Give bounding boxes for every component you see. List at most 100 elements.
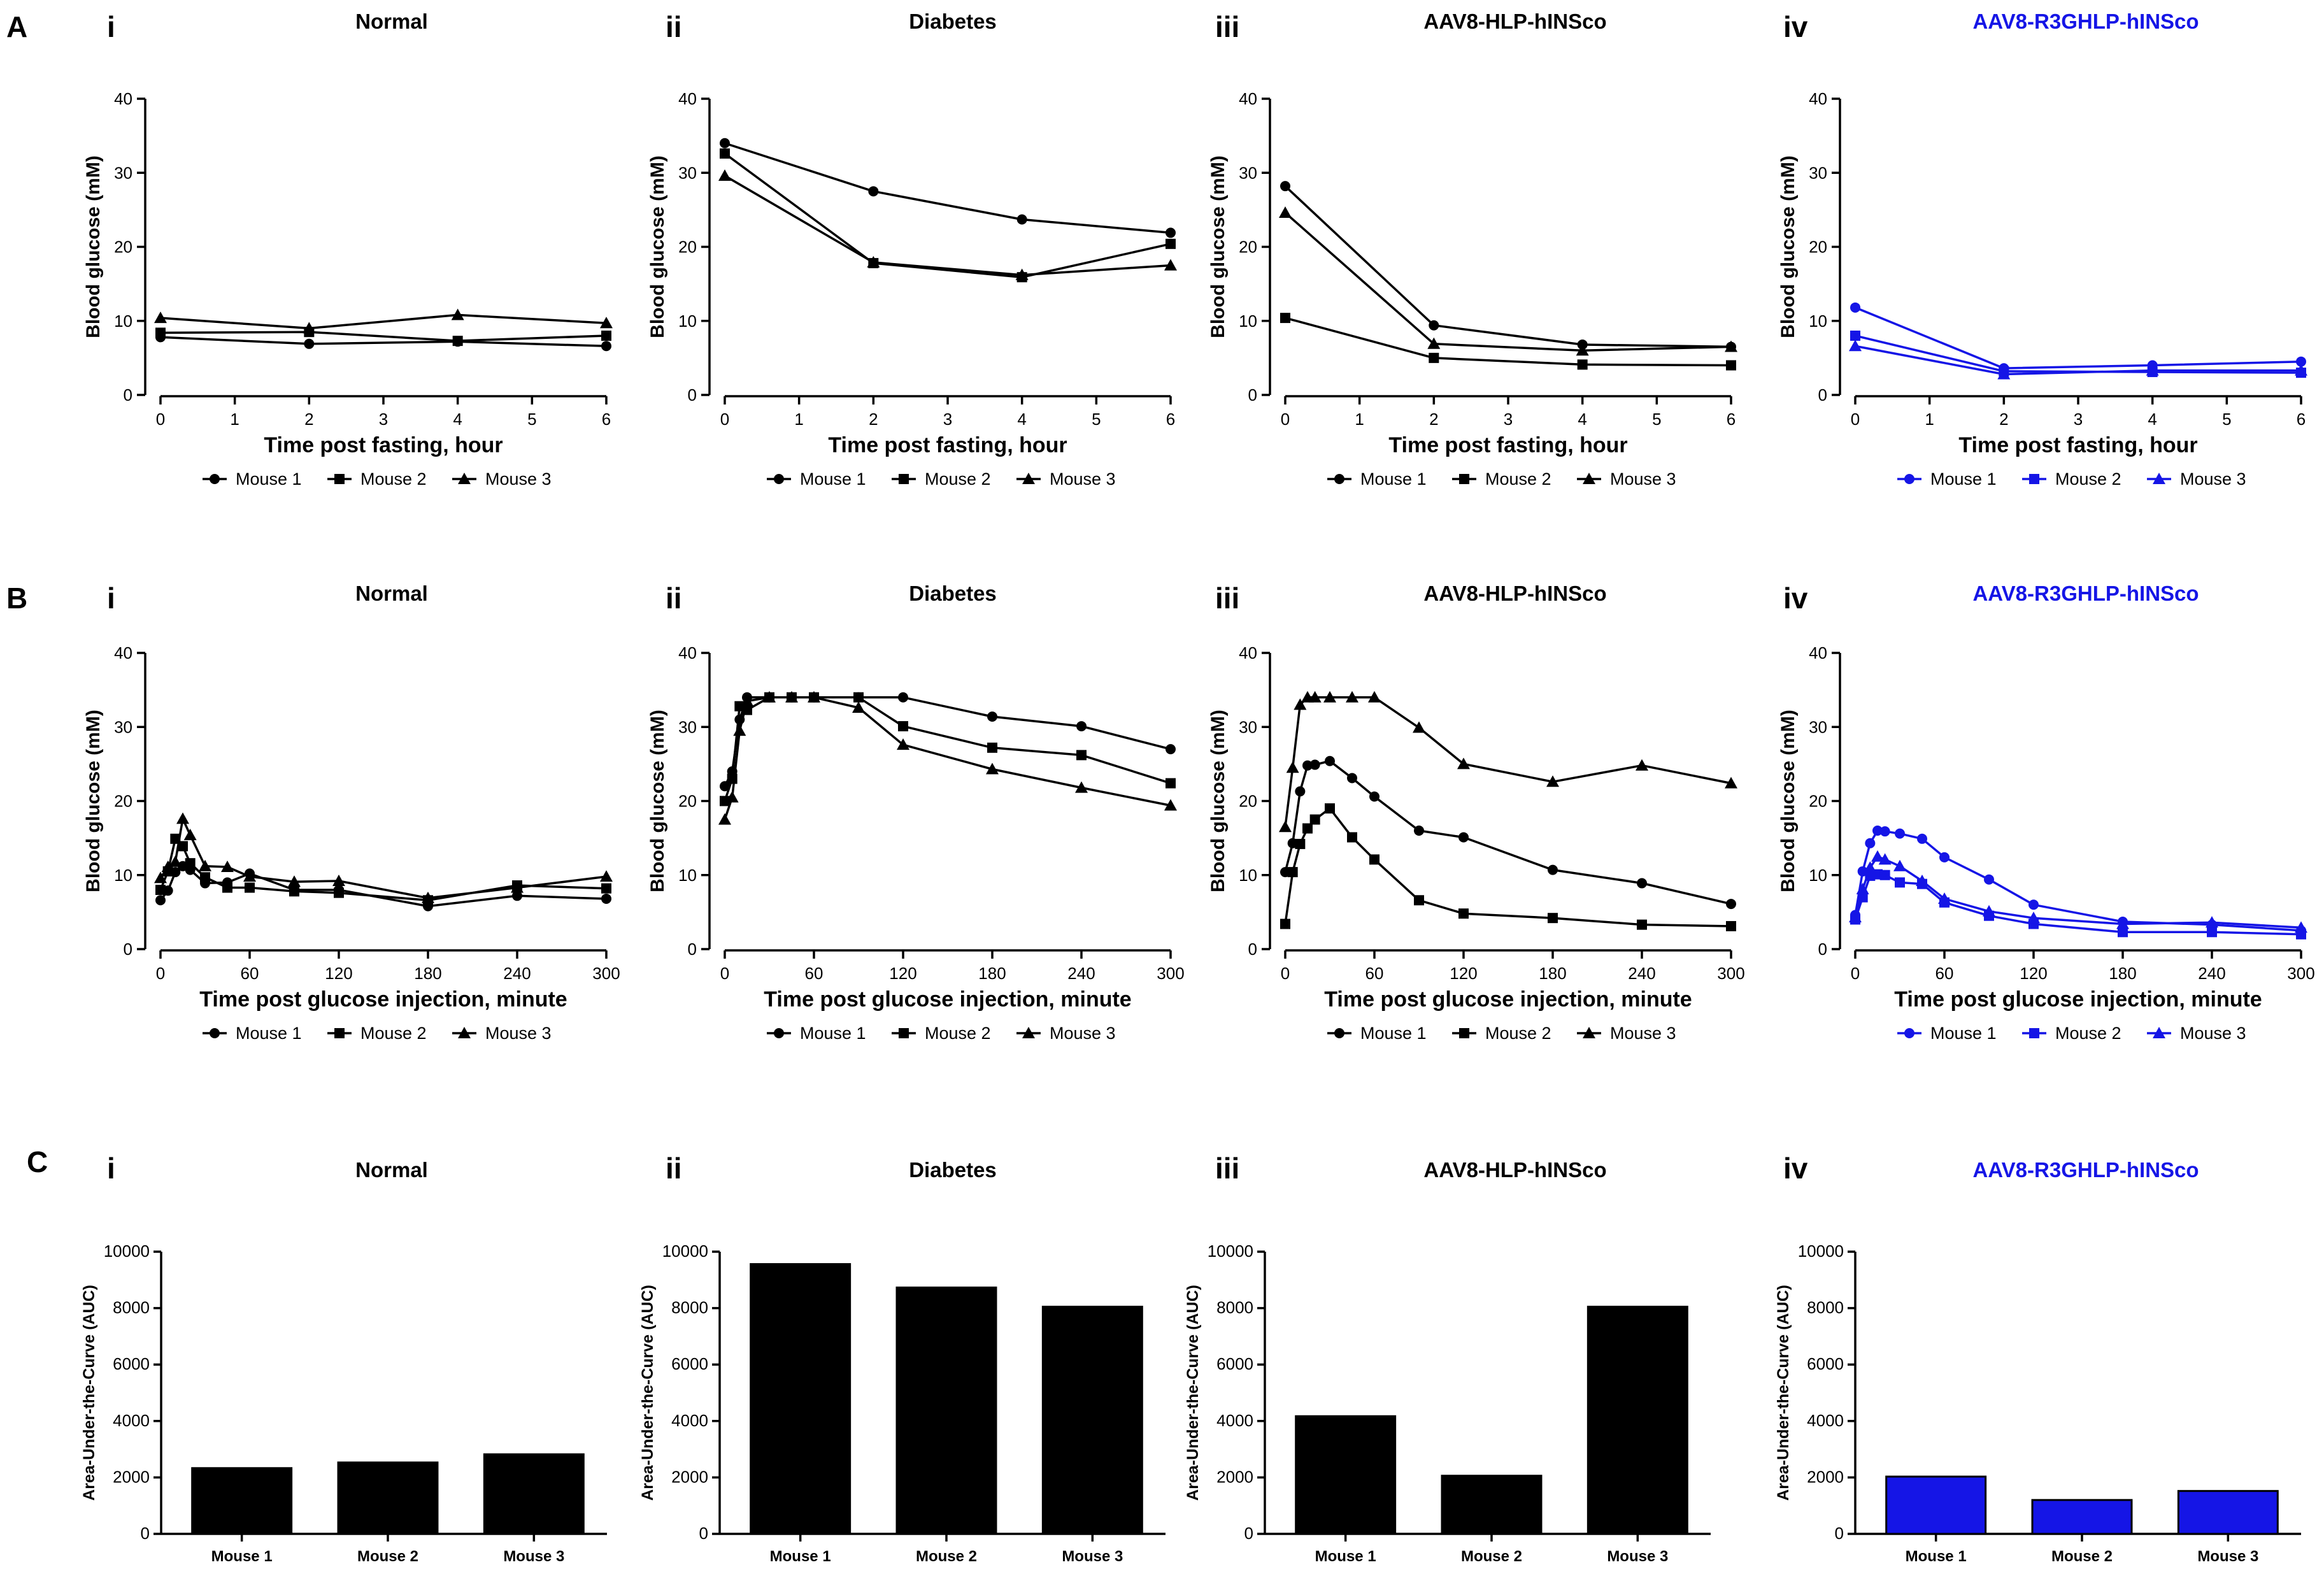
x-tick-label: 0 <box>156 410 165 429</box>
series-1 <box>720 138 1176 238</box>
y-axis-label: Area-Under-the-Curve (AUC) <box>639 1285 657 1501</box>
data-point <box>1637 878 1647 889</box>
y-tick-label: 10000 <box>104 1241 150 1261</box>
legend-label: Mouse 3 <box>1610 469 1676 489</box>
x-axis-label: Time post fasting, hour <box>264 433 503 457</box>
y-tick-label: 20 <box>1809 238 1827 257</box>
y-tick-label: 10 <box>1809 311 1827 331</box>
data-point <box>808 690 820 703</box>
row-label-b: B <box>6 582 27 615</box>
panel-title: AAV8-HLP-hINSco <box>1423 582 1606 605</box>
y-tick-label: 6000 <box>671 1354 708 1373</box>
y-tick-label: 0 <box>688 940 697 959</box>
data-point <box>987 711 997 722</box>
data-point <box>1457 757 1470 769</box>
y-tick-label: 2000 <box>1807 1467 1844 1486</box>
x-tick-label: 2 <box>304 410 313 429</box>
x-tick-label: 180 <box>978 964 1006 983</box>
y-axis-label: Blood glucose (mM) <box>1778 155 1799 338</box>
series-1 <box>1280 181 1736 352</box>
data-point <box>1637 919 1647 930</box>
legend-item-3: Mouse 3 <box>1016 1024 1116 1043</box>
legend-marker <box>899 1028 909 1038</box>
x-tick-label: 4 <box>2148 410 2156 429</box>
y-tick-label: 40 <box>678 643 697 662</box>
y-tick-label: 8000 <box>671 1298 708 1317</box>
data-point <box>2146 364 2159 376</box>
x-tick-label: 6 <box>2297 410 2306 429</box>
series-line <box>724 696 1171 820</box>
panel-title: Normal <box>355 582 428 605</box>
data-point <box>1850 331 1860 341</box>
panel-title: AAV8-R3GHLP-hINSco <box>1972 1158 2199 1182</box>
legend-marker <box>2029 1028 2039 1038</box>
panel-c-iii: iii AAV8-HLP-hINSco 0 2000 4000 6000 8000 10000… <box>1184 1152 1711 1565</box>
legend-marker <box>1334 1028 1344 1038</box>
data-point <box>785 690 798 703</box>
data-point <box>2296 356 2306 367</box>
panel-label: iii <box>1215 1152 1239 1185</box>
panel-b-iii: iii AAV8-HLP-hINSco 0 10 20 30 40 Blood glucose… <box>1208 582 1745 1043</box>
data-point <box>2206 916 2218 928</box>
data-point <box>898 721 908 732</box>
legend-item-1: Mouse 1 <box>1897 1024 1997 1043</box>
legend-item-2: Mouse 2 <box>1452 1024 1551 1043</box>
x-axis-label: Time post fasting, hour <box>828 433 1067 457</box>
y-tick-label: 6000 <box>113 1354 150 1373</box>
y-tick-label: 10 <box>1239 311 1257 331</box>
legend-item-1: Mouse 1 <box>1327 1024 1427 1043</box>
bar <box>337 1461 439 1535</box>
data-point <box>2295 921 2307 933</box>
y-tick-label: 40 <box>678 89 697 108</box>
legend-label: Mouse 3 <box>1050 469 1116 489</box>
legend-label: Mouse 1 <box>236 469 302 489</box>
x-tick-label: 6 <box>1727 410 1736 429</box>
data-point <box>1287 867 1298 878</box>
legend-marker <box>774 474 784 484</box>
data-point <box>422 891 434 903</box>
data-point <box>2027 912 2040 924</box>
data-point <box>897 738 909 750</box>
legend-item-3: Mouse 3 <box>1577 469 1676 489</box>
data-point <box>176 812 189 824</box>
bar <box>2031 1499 2133 1535</box>
data-point <box>1872 826 1883 836</box>
legend-label: Mouse 3 <box>1050 1024 1116 1043</box>
data-point <box>1286 761 1299 773</box>
y-tick-label: 10 <box>678 311 697 331</box>
y-axis-label: Blood glucose (mM) <box>1778 710 1799 892</box>
legend-item-3: Mouse 3 <box>1016 469 1116 489</box>
data-point <box>718 813 731 825</box>
x-tick-label: 4 <box>453 410 462 429</box>
panel-a-i: i Normal 0 10 20 30 40 Blood glucose (mM) 0 1 2 3 4 5… <box>83 10 613 489</box>
legend-item-2: Mouse 2 <box>892 469 991 489</box>
x-tick-label: 4 <box>1017 410 1026 429</box>
y-tick-label: 30 <box>1239 717 1257 736</box>
series-2 <box>720 692 1176 806</box>
data-point <box>154 871 167 884</box>
x-tick-label: 2 <box>1999 410 2008 429</box>
data-point <box>1295 838 1306 849</box>
data-point <box>512 891 522 901</box>
legend-item-2: Mouse 2 <box>327 469 427 489</box>
x-tick-label: 300 <box>592 964 620 983</box>
y-tick-label: 10 <box>1809 866 1827 885</box>
y-tick-label: 30 <box>1809 717 1827 736</box>
data-point <box>763 690 776 703</box>
data-point <box>1346 690 1358 703</box>
data-point <box>1895 877 1905 888</box>
data-point <box>199 859 211 871</box>
series-1 <box>1850 302 2306 374</box>
data-point <box>987 742 997 753</box>
x-tick-label: 1 <box>794 410 803 429</box>
data-point <box>733 724 746 736</box>
data-point <box>1164 799 1177 811</box>
legend-item-3: Mouse 3 <box>2147 1024 2246 1043</box>
data-point <box>1429 320 1439 331</box>
data-point <box>720 148 730 159</box>
legend-marker <box>1459 474 1469 484</box>
panel-title: Normal <box>355 10 428 33</box>
data-point <box>1429 352 1439 363</box>
x-tick-label: 5 <box>527 410 536 429</box>
